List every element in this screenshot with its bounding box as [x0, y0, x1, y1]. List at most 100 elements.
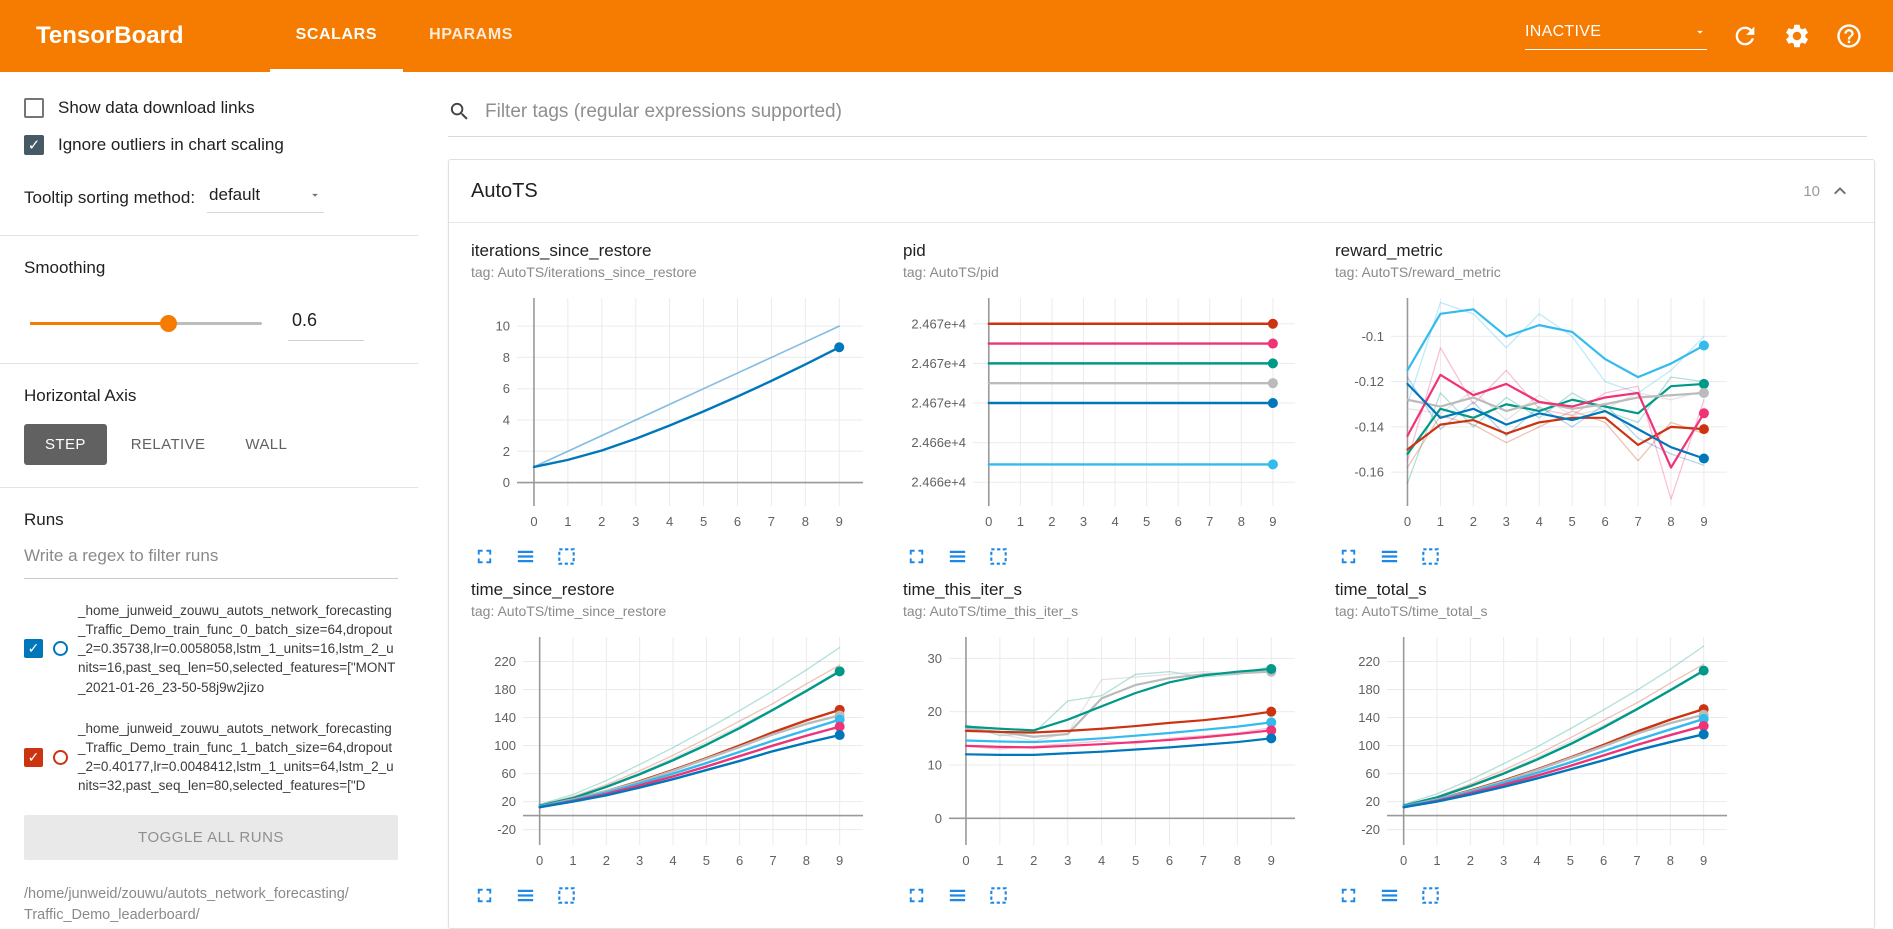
- svg-text:9: 9: [1268, 853, 1275, 868]
- svg-text:8: 8: [1667, 514, 1674, 529]
- tooltip-sorting-label: Tooltip sorting method:: [24, 188, 196, 207]
- svg-text:7: 7: [769, 853, 776, 868]
- ignore-outliers-row[interactable]: Ignore outliers in chart scaling: [24, 135, 398, 155]
- fullscreen-icon[interactable]: [1337, 884, 1360, 907]
- chart-plot[interactable]: 0 1 2 3 4 5 6 7 8 9 0 2 4 6 8 10: [471, 286, 881, 543]
- chart-tag: tag: AutoTS/pid: [903, 264, 999, 280]
- fit-domain-icon[interactable]: [1419, 545, 1442, 568]
- chart-card: reward_metric tag: AutoTS/reward_metric 0 1…: [1335, 241, 1745, 568]
- divider: [0, 363, 418, 364]
- svg-text:140: 140: [494, 710, 516, 725]
- svg-text:5: 5: [703, 853, 710, 868]
- svg-text:20: 20: [1366, 794, 1380, 809]
- ignore-outliers-label: Ignore outliers in chart scaling: [58, 135, 284, 154]
- svg-text:1: 1: [564, 514, 571, 529]
- svg-text:4: 4: [503, 412, 510, 427]
- smoothing-slider-thumb[interactable]: [160, 314, 178, 332]
- chart-title: time_total_s: [1335, 580, 1427, 599]
- run-radio[interactable]: [53, 749, 68, 765]
- fullscreen-icon[interactable]: [473, 884, 496, 907]
- tab-hparams[interactable]: HPARAMS: [429, 25, 514, 43]
- ignore-outliers-checkbox[interactable]: [24, 135, 44, 155]
- run-checkbox[interactable]: [24, 639, 43, 659]
- svg-text:9: 9: [836, 514, 843, 529]
- data-table-icon[interactable]: [1378, 884, 1401, 907]
- tensorboard-header: TensorBoard SCALARS HPARAMS INACTIVE: [0, 0, 1893, 72]
- axis-relative-button[interactable]: RELATIVE: [115, 424, 222, 465]
- chart-tag: tag: AutoTS/time_total_s: [1335, 603, 1488, 619]
- smoothing-label: Smoothing: [24, 258, 106, 277]
- svg-text:5: 5: [1567, 853, 1574, 868]
- smoothing-value-input[interactable]: 0.6: [288, 306, 364, 341]
- status-dropdown[interactable]: INACTIVE: [1525, 23, 1707, 50]
- svg-text:2.467e+4: 2.467e+4: [911, 356, 966, 371]
- tag-filter-bar: [448, 100, 1867, 137]
- fullscreen-icon[interactable]: [473, 545, 496, 568]
- chart-svg[interactable]: 0 1 2 3 4 5 6 7 8 9 2.467e+4 2.467e+4 2.467e+4 2.466e…: [903, 286, 1309, 538]
- chart-plot[interactable]: 0 1 2 3 4 5 6 7 8 9 -20 20 60 100 140 180 220: [1335, 625, 1745, 882]
- data-table-icon[interactable]: [1378, 545, 1401, 568]
- svg-text:30: 30: [928, 651, 942, 666]
- show-download-links-row[interactable]: Show data download links: [24, 98, 398, 118]
- tooltip-sorting-dropdown[interactable]: default: [207, 183, 325, 213]
- tag-filter-input[interactable]: [485, 100, 1867, 123]
- svg-text:220: 220: [1358, 654, 1380, 669]
- data-table-icon[interactable]: [514, 884, 537, 907]
- run-radio[interactable]: [53, 641, 68, 657]
- chart-card: time_total_s tag: AutoTS/time_total_s 0 1 2 3…: [1335, 580, 1745, 907]
- axis-wall-button[interactable]: WALL: [229, 424, 303, 465]
- smoothing-slider[interactable]: [30, 314, 262, 332]
- run-checkbox[interactable]: [24, 747, 43, 767]
- fullscreen-icon[interactable]: [905, 545, 928, 568]
- axis-step-button[interactable]: STEP: [24, 424, 107, 465]
- fit-domain-icon[interactable]: [987, 884, 1010, 907]
- chevron-up-icon[interactable]: [1828, 179, 1852, 203]
- chart-plot[interactable]: 0 1 2 3 4 5 6 7 8 9 -0.1 -0.12 -0.14 -0.16: [1335, 286, 1745, 543]
- chart-title: time_this_iter_s: [903, 580, 1023, 599]
- chart-plot[interactable]: 0 1 2 3 4 5 6 7 8 9 -20 20 60 100 140 180 220: [471, 625, 881, 882]
- show-download-links-checkbox[interactable]: [24, 98, 44, 118]
- help-icon[interactable]: [1835, 22, 1863, 50]
- chart-svg[interactable]: 0 1 2 3 4 5 6 7 8 9 0 10 20 30: [903, 625, 1309, 877]
- fit-domain-icon[interactable]: [555, 545, 578, 568]
- runs-filter-input[interactable]: [24, 536, 398, 579]
- chart-svg[interactable]: 0 1 2 3 4 5 6 7 8 9 -20 20 60 100 140 180 220: [471, 625, 877, 877]
- data-table-icon[interactable]: [946, 545, 969, 568]
- data-table-icon[interactable]: [514, 545, 537, 568]
- svg-text:4: 4: [666, 514, 673, 529]
- divider: [0, 235, 418, 236]
- run-name: _home_junweid_zouwu_autots_network_forec…: [78, 720, 394, 794]
- fit-domain-icon[interactable]: [987, 545, 1010, 568]
- chart-svg[interactable]: 0 1 2 3 4 5 6 7 8 9 0 2 4 6 8 10: [471, 286, 877, 538]
- settings-gear-icon[interactable]: [1783, 22, 1811, 50]
- svg-text:6: 6: [1600, 853, 1607, 868]
- fullscreen-icon[interactable]: [905, 884, 928, 907]
- card-chart-count: 10: [1803, 182, 1820, 200]
- svg-text:7: 7: [1633, 853, 1640, 868]
- toggle-all-runs-button[interactable]: TOGGLE ALL RUNS: [24, 815, 398, 861]
- data-table-icon[interactable]: [946, 884, 969, 907]
- chart-plot[interactable]: 0 1 2 3 4 5 6 7 8 9 2.467e+4 2.467e+4 2.467e+4 2.466e…: [903, 286, 1313, 543]
- chart-plot[interactable]: 0 1 2 3 4 5 6 7 8 9 0 10 20 30: [903, 625, 1313, 882]
- tab-scalars[interactable]: SCALARS: [269, 0, 404, 72]
- divider: [0, 487, 418, 488]
- chart-tag: tag: AutoTS/iterations_since_restore: [471, 264, 697, 280]
- sidebar: Show data download links Ignore outliers…: [0, 72, 418, 929]
- run-name: _home_junweid_zouwu_autots_network_forec…: [78, 603, 396, 695]
- chart-tag: tag: AutoTS/time_since_restore: [471, 603, 667, 619]
- svg-text:6: 6: [736, 853, 743, 868]
- fit-domain-icon[interactable]: [555, 884, 578, 907]
- fit-domain-icon[interactable]: [1419, 884, 1442, 907]
- svg-text:20: 20: [502, 794, 516, 809]
- chart-svg[interactable]: 0 1 2 3 4 5 6 7 8 9 -0.1 -0.12 -0.14 -0.16: [1335, 286, 1741, 538]
- svg-text:2.467e+4: 2.467e+4: [911, 316, 966, 331]
- svg-text:1: 1: [1017, 514, 1024, 529]
- fullscreen-icon[interactable]: [1337, 545, 1360, 568]
- svg-text:1: 1: [569, 853, 576, 868]
- svg-text:2: 2: [1030, 853, 1037, 868]
- refresh-icon[interactable]: [1731, 22, 1759, 50]
- chart-card: time_this_iter_s tag: AutoTS/time_this_it…: [903, 580, 1313, 907]
- autots-card-header[interactable]: AutoTS 10: [449, 160, 1874, 223]
- chart-svg[interactable]: 0 1 2 3 4 5 6 7 8 9 -20 20 60 100 140 180 220: [1335, 625, 1741, 877]
